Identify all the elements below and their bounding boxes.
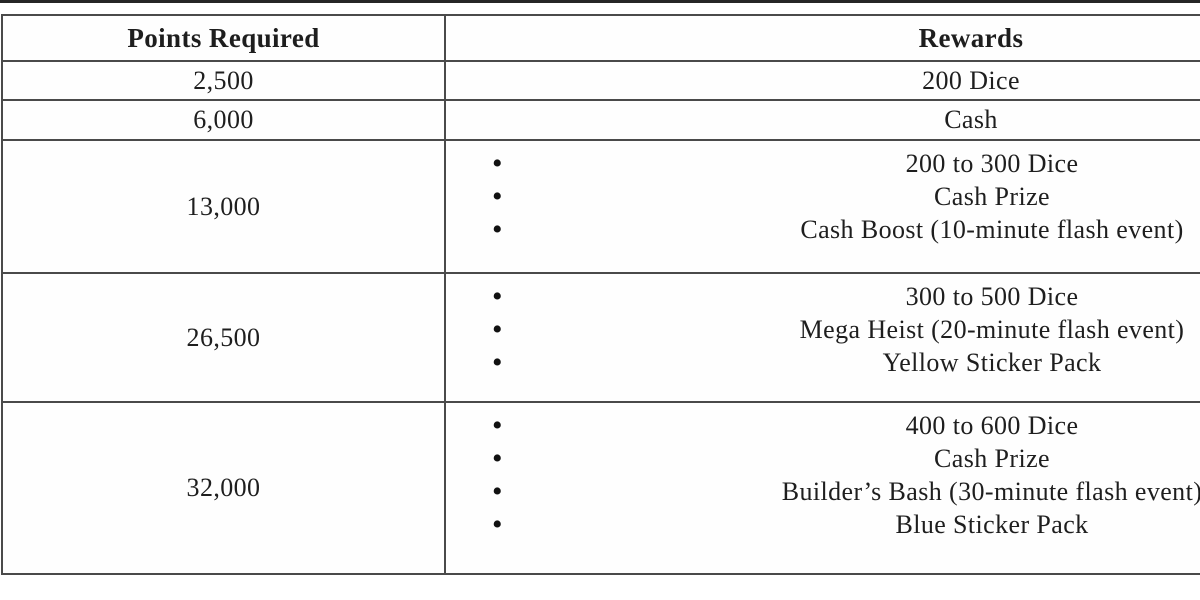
reward-item: Blue Sticker Pack	[490, 508, 1200, 541]
rewards-table: Points Required Rewards 2,500 200 Dice 6,0…	[1, 14, 1200, 575]
reward-item: 200 to 300 Dice	[490, 147, 1200, 180]
rewards-cell: 300 to 500 DiceMega Heist (20-minute fla…	[444, 272, 1200, 403]
reward-item: Cash Prize	[490, 180, 1200, 213]
rewards-list: 200 to 300 DiceCash PrizeCash Boost (10-…	[448, 147, 1200, 246]
table-row: 13,000200 to 300 DiceCash PrizeCash Boos…	[1, 139, 1200, 274]
rewards-cell: 200 to 300 DiceCash PrizeCash Boost (10-…	[444, 139, 1200, 274]
rewards-cell: Cash	[444, 99, 1200, 141]
reward-item: Cash Boost (10-minute flash event)	[490, 213, 1200, 246]
top-edge-strip	[0, 0, 1200, 3]
points-cell: 13,000	[1, 139, 446, 274]
table-row: 6,000 Cash	[1, 99, 1200, 141]
rewards-cell: 400 to 600 DiceCash PrizeBuilder’s Bash …	[444, 401, 1200, 575]
table-row: 32,000400 to 600 DiceCash PrizeBuilder’s…	[1, 401, 1200, 575]
table-row: 2,500 200 Dice	[1, 60, 1200, 101]
points-cell: 26,500	[1, 272, 446, 403]
table-row: 26,500300 to 500 DiceMega Heist (20-minu…	[1, 272, 1200, 403]
rewards-list: 300 to 500 DiceMega Heist (20-minute fla…	[448, 280, 1200, 379]
points-cell: 6,000	[1, 99, 446, 141]
rewards-header: Rewards	[444, 14, 1200, 62]
reward-item: 300 to 500 Dice	[490, 280, 1200, 313]
reward-item: Cash Prize	[490, 442, 1200, 475]
points-cell: 2,500	[1, 60, 446, 101]
reward-item: Mega Heist (20-minute flash event)	[490, 313, 1200, 346]
rewards-list: 400 to 600 DiceCash PrizeBuilder’s Bash …	[448, 409, 1200, 541]
reward-item: 400 to 600 Dice	[490, 409, 1200, 442]
points-required-header: Points Required	[1, 14, 446, 62]
points-cell: 32,000	[1, 401, 446, 575]
reward-item: Builder’s Bash (30-minute flash event)	[490, 475, 1200, 508]
header-row: Points Required Rewards	[1, 14, 1200, 62]
reward-item: Yellow Sticker Pack	[490, 346, 1200, 379]
rewards-cell: 200 Dice	[444, 60, 1200, 101]
